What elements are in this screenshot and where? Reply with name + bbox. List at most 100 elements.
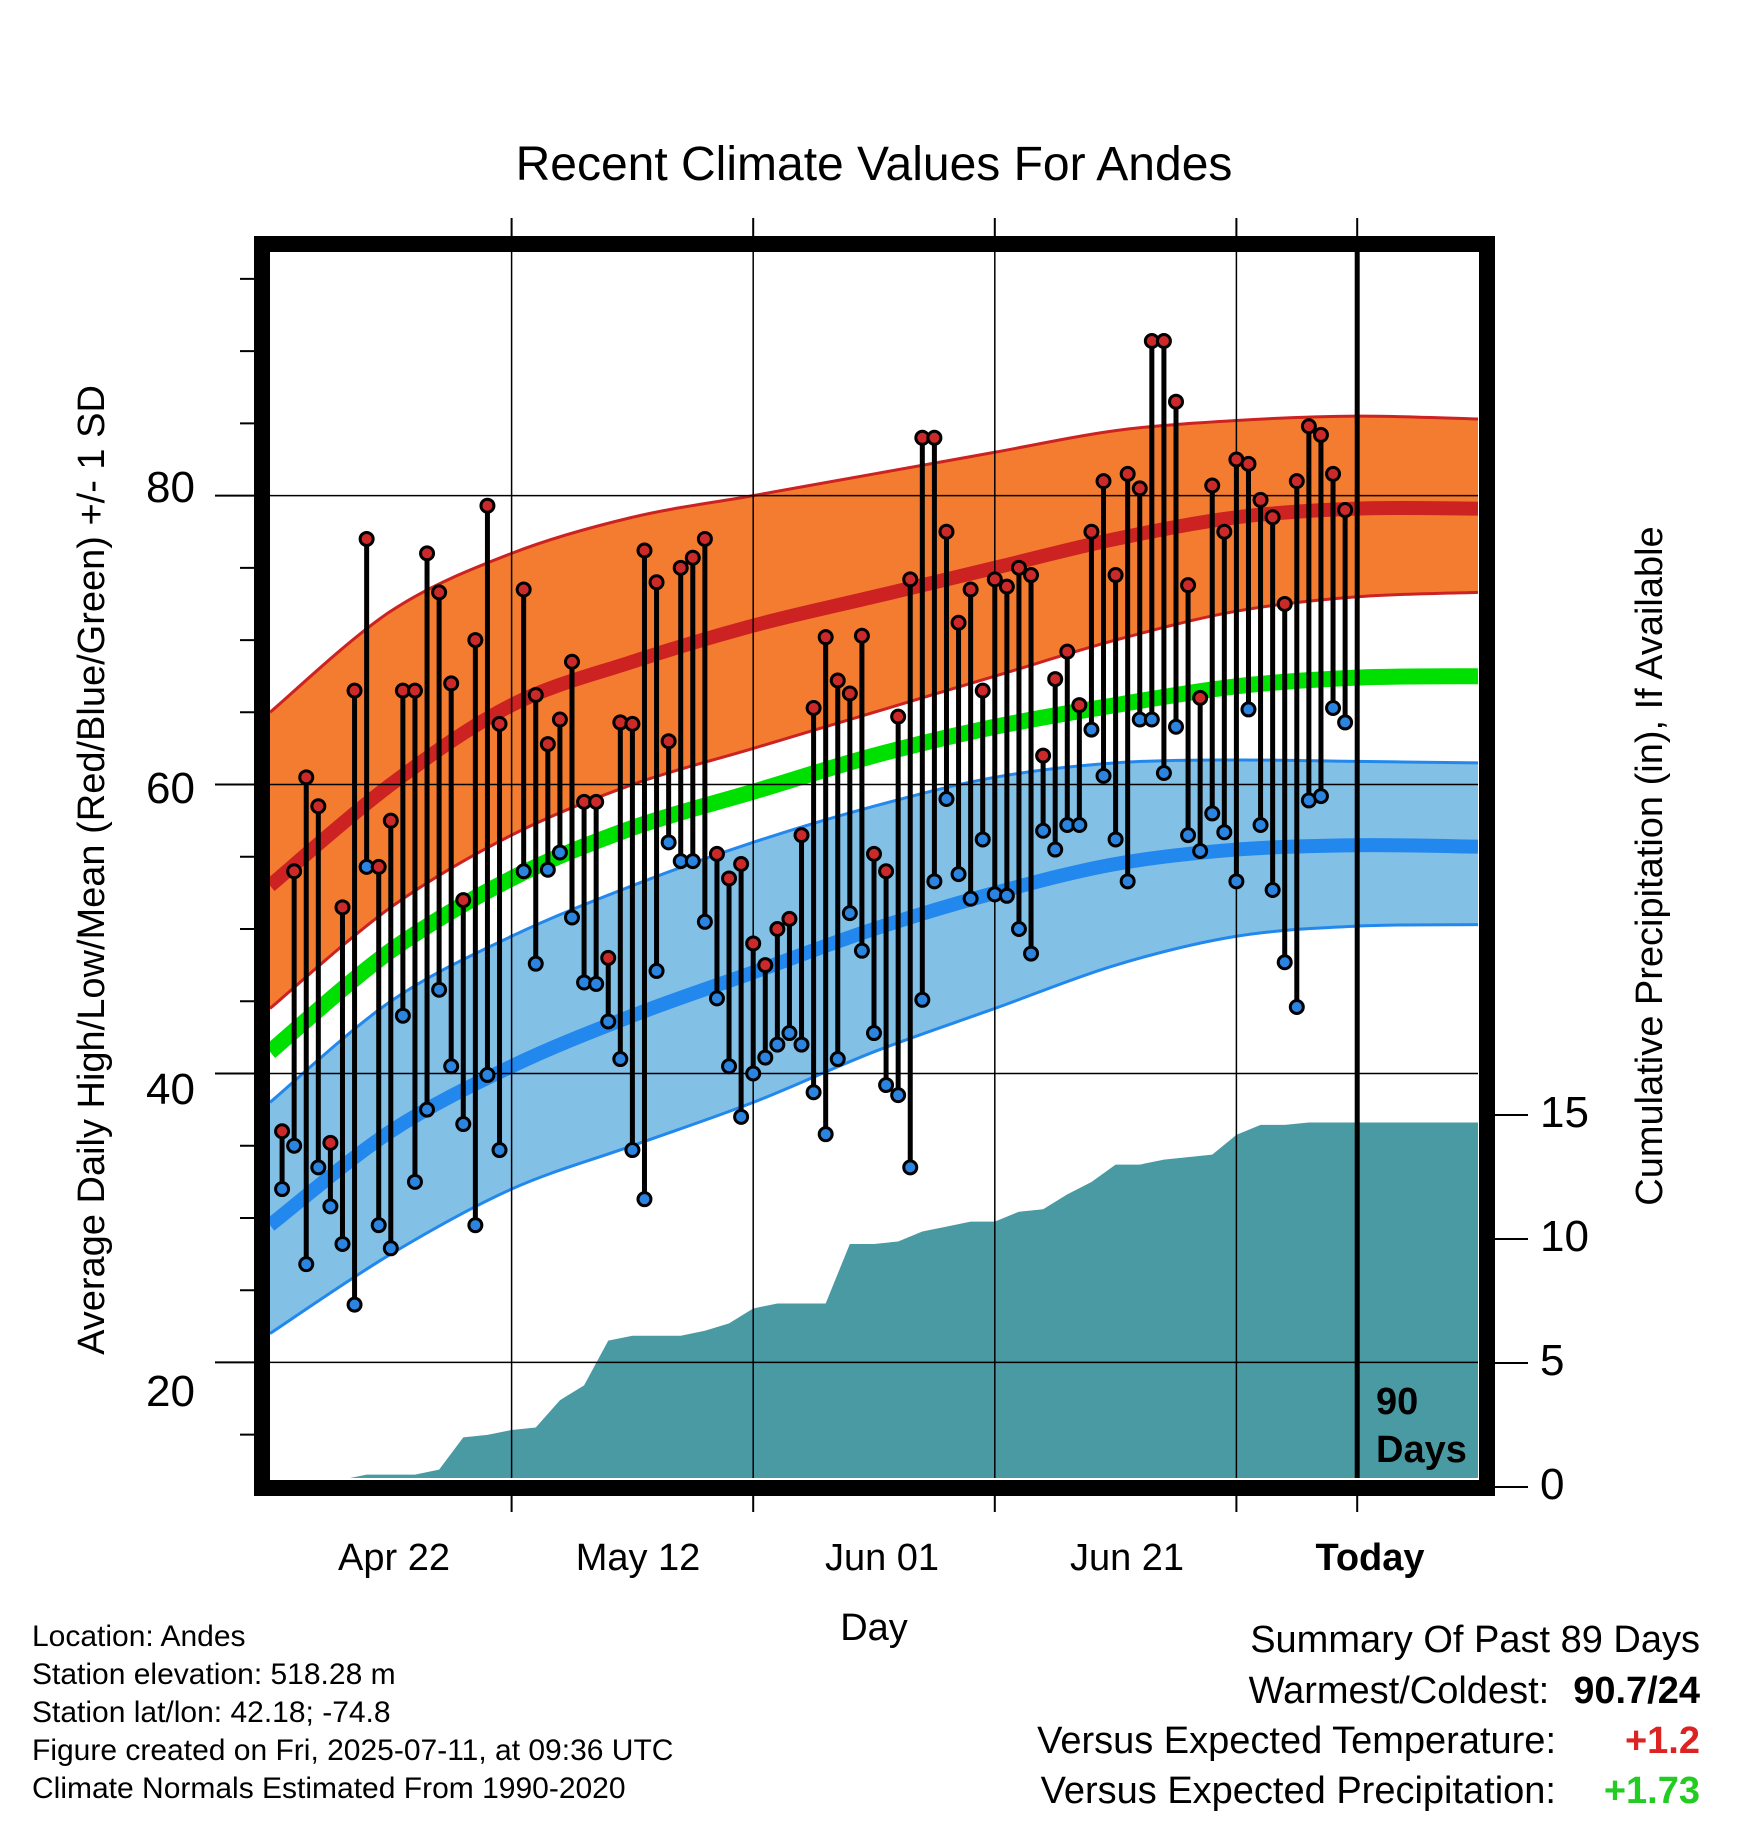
daily-low-point	[636, 1191, 653, 1208]
daily-high-point	[781, 910, 798, 927]
daily-low-point	[745, 1065, 762, 1082]
daily-low-point	[1276, 954, 1293, 971]
daily-high-point	[419, 545, 436, 562]
location-text: Location: Andes	[32, 1620, 246, 1653]
daily-high-point	[479, 497, 496, 514]
daily-low-point	[394, 1007, 411, 1024]
daily-low-point	[1047, 841, 1064, 858]
daily-low-point	[431, 981, 448, 998]
daily-high-point	[286, 863, 303, 880]
daily-low-point	[684, 853, 701, 870]
daily-high-point	[1023, 567, 1040, 584]
precip-area	[350, 1122, 1478, 1478]
precip-anomaly-label: Versus Expected Precipitation:	[1040, 1770, 1556, 1812]
low-sd-band	[270, 759, 1478, 1334]
daily-high-point	[1071, 697, 1088, 714]
daily-high-point	[1312, 426, 1329, 443]
daily-low-point	[624, 1142, 641, 1159]
daily-high-point	[1010, 559, 1027, 576]
daily-low-point	[1107, 831, 1124, 848]
daily-low-point	[1216, 824, 1233, 841]
daily-low-point	[914, 991, 931, 1008]
daily-low-point	[1337, 714, 1354, 731]
daily-low-point	[1192, 842, 1209, 859]
daily-high-point	[346, 682, 363, 699]
daily-low-point	[998, 887, 1015, 904]
precip-tick-label: 0	[1540, 1460, 1564, 1509]
daily-low-point	[274, 1181, 291, 1198]
daily-high-point	[866, 845, 882, 862]
daily-low-point	[793, 1036, 810, 1053]
daily-low-point	[382, 1240, 399, 1257]
daily-high-point	[431, 584, 448, 601]
daily-high-point	[829, 672, 846, 689]
daily-high-point	[1131, 480, 1148, 497]
daily-low-point	[286, 1137, 303, 1154]
x-tick-label-today: Today	[1315, 1537, 1424, 1579]
today-marker-label: 90 Days	[1376, 1381, 1467, 1471]
daily-low-point	[467, 1217, 484, 1234]
daily-high-point	[805, 699, 822, 716]
daily-low-point	[926, 873, 943, 890]
daily-high-point	[491, 715, 508, 732]
daily-low-point	[1083, 721, 1100, 738]
days-word-label: Days	[1376, 1429, 1467, 1471]
y-axis-label-left: Average Daily High/Low/Mean (Red/Blue/Gr…	[71, 385, 113, 1355]
daily-high-point	[588, 793, 605, 810]
daily-low-point	[829, 1051, 846, 1068]
daily-low-point	[1168, 718, 1184, 735]
high-upper-edge	[270, 414, 1478, 714]
precip-anomaly-value: +1.73	[1603, 1770, 1700, 1812]
daily-low-point	[527, 955, 544, 972]
daily-low-point	[1288, 999, 1305, 1016]
daily-low-point	[515, 863, 532, 880]
daily-low-point	[853, 942, 870, 959]
x-tick-label: Apr 22	[338, 1537, 450, 1579]
chart-title: Recent Climate Values For Andes	[516, 138, 1233, 191]
warmest-value: 90.7/24	[1573, 1670, 1700, 1712]
daily-high-point	[721, 870, 738, 887]
daily-high-point	[1119, 465, 1136, 482]
daily-high-point	[1325, 465, 1342, 482]
daily-high-point	[1035, 747, 1052, 764]
daily-low-point	[334, 1235, 351, 1252]
daily-high-point	[551, 711, 568, 728]
elevation-text: Station elevation: 518.28 m	[32, 1658, 396, 1691]
daily-low-point	[902, 1159, 919, 1176]
daily-high-point	[962, 581, 979, 598]
daily-high-point	[358, 530, 375, 547]
daily-high-point	[1180, 577, 1197, 594]
station-info: Location: Andes Station elevation: 518.2…	[32, 1618, 673, 1808]
daily-high-point	[406, 682, 423, 699]
daily-high-point	[1192, 689, 1209, 706]
daily-low-point	[370, 1217, 387, 1234]
daily-low-point	[443, 1058, 460, 1075]
daily-high-point	[467, 632, 484, 649]
x-tick-label: Jun 01	[825, 1537, 939, 1579]
y-axis-label-right: Cumulative Precipitation (in), If Availa…	[1629, 526, 1671, 1205]
low-lower-edge	[270, 923, 1478, 1335]
daily-high-point	[334, 899, 351, 916]
daily-low-point	[1023, 945, 1040, 962]
daily-high-point	[1095, 473, 1112, 490]
daily-high-point	[1168, 393, 1184, 410]
daily-high-point	[878, 863, 895, 880]
daily-high-point	[1059, 643, 1076, 660]
daily-low-point	[419, 1101, 436, 1118]
daily-low-point	[406, 1173, 423, 1190]
daily-low-point	[938, 790, 955, 807]
summary-precip-row: Versus Expected Precipitation: +1.73	[1037, 1766, 1700, 1816]
daily-high-point	[1288, 473, 1305, 490]
daily-high-point	[998, 578, 1015, 595]
daily-high-point	[527, 686, 544, 703]
x-tick-label: Jun 21	[1070, 1537, 1184, 1579]
daily-high-point	[793, 827, 810, 844]
precip-tick-label: 10	[1540, 1212, 1589, 1261]
daily-high-point	[841, 685, 858, 702]
plot-area	[215, 218, 1528, 1512]
daily-low-point	[817, 1126, 834, 1143]
daily-low-point	[1095, 767, 1112, 784]
daily-high-point	[443, 675, 460, 692]
daily-low-point	[805, 1084, 822, 1101]
